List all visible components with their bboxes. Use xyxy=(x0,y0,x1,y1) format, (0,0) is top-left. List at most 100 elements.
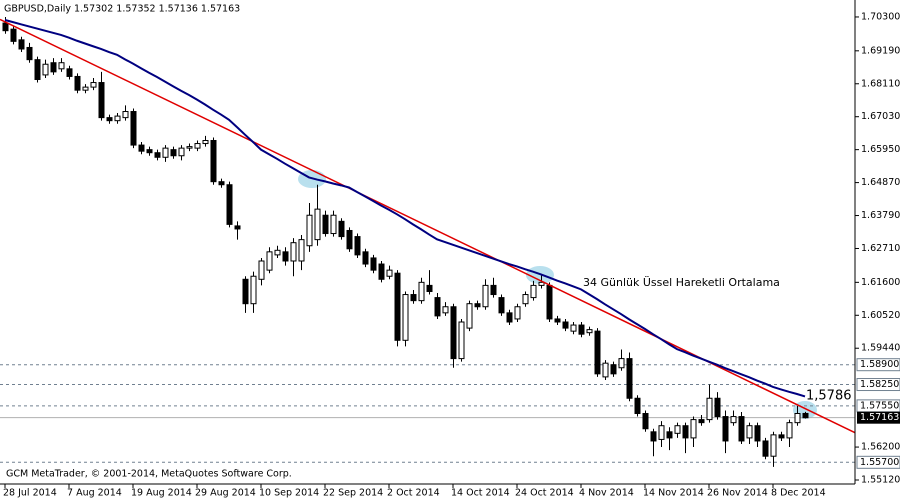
candle-body xyxy=(146,149,153,154)
candle-body xyxy=(698,419,705,424)
candle-body xyxy=(2,22,9,32)
candle-body xyxy=(602,362,609,378)
candle-body xyxy=(186,146,193,149)
candle-body xyxy=(154,152,161,158)
candle-body xyxy=(722,416,729,442)
candle-body xyxy=(250,275,257,305)
candle-body xyxy=(90,82,97,88)
x-tick-label: 24 Oct 2014 xyxy=(515,488,574,499)
candle-body xyxy=(234,225,241,230)
y-tick-label: 1.64870 xyxy=(861,177,900,188)
candle-body xyxy=(746,425,753,439)
candle-body xyxy=(378,263,385,280)
candle-body xyxy=(586,329,593,334)
candle-body xyxy=(458,321,465,360)
y-tick-label: 1.68110 xyxy=(861,78,900,89)
candle-body xyxy=(610,364,617,375)
candle-body xyxy=(210,139,217,183)
candle-body xyxy=(618,358,625,369)
candle-body xyxy=(466,303,473,329)
candle-body xyxy=(266,251,273,271)
candle-body xyxy=(786,422,793,439)
candle-body xyxy=(650,431,657,442)
candle-body xyxy=(26,46,33,61)
candle-body xyxy=(554,318,561,323)
candle-body xyxy=(226,184,233,225)
candle-body xyxy=(490,284,497,296)
candle-body xyxy=(506,312,513,323)
level-label: 1.58900 xyxy=(860,359,899,370)
candle-body xyxy=(762,440,769,457)
candle-body xyxy=(426,284,433,292)
level-box xyxy=(856,455,900,469)
candle-body xyxy=(770,434,777,457)
candle-body xyxy=(778,434,785,439)
x-tick-label: 29 Aug 2014 xyxy=(195,488,256,499)
x-tick-label: 14 Oct 2014 xyxy=(451,488,510,499)
candle-body xyxy=(338,220,345,238)
level-label: 1.58250 xyxy=(860,379,899,390)
candle-body xyxy=(642,413,649,430)
candle-body xyxy=(738,416,745,442)
candle-body xyxy=(98,82,105,119)
candle-body xyxy=(130,111,137,146)
y-tick-label: 1.65950 xyxy=(861,144,900,155)
x-tick-label: 4 Nov 2014 xyxy=(579,488,634,499)
candle-body xyxy=(394,272,401,341)
chart-title: GBPUSD,Daily 1.57302 1.57352 1.57136 1.5… xyxy=(4,4,240,15)
x-tick-label: 14 Nov 2014 xyxy=(643,488,704,499)
candle-body xyxy=(514,306,521,320)
candle-body xyxy=(18,39,25,50)
candle-body xyxy=(418,281,425,302)
candle-body xyxy=(74,75,81,91)
candle-body xyxy=(290,242,297,262)
candle-body xyxy=(370,257,377,271)
candle-body xyxy=(274,249,281,256)
candle-body xyxy=(626,358,633,399)
candle-body xyxy=(474,303,481,308)
level-box xyxy=(856,378,900,392)
candle-body xyxy=(442,306,449,314)
candle-body xyxy=(522,294,529,305)
candle-body xyxy=(658,425,665,440)
candle-body xyxy=(242,278,249,305)
x-tick-label: 10 Sep 2014 xyxy=(259,488,319,499)
candle-body xyxy=(794,413,801,424)
candle-body xyxy=(538,281,545,286)
candle-body xyxy=(562,321,569,329)
annotation: 34 Günlük Üssel Hareketli Ortalama xyxy=(583,276,780,289)
candle-body xyxy=(450,306,457,360)
candle-body xyxy=(530,284,537,299)
candle-body xyxy=(330,214,337,235)
level-box xyxy=(856,358,900,372)
x-tick-label: 8 Dec 2014 xyxy=(771,488,826,499)
candle-body xyxy=(498,297,505,314)
candle-body xyxy=(162,147,169,158)
y-tick-label: 1.59440 xyxy=(861,343,900,354)
candle-body xyxy=(58,62,65,70)
level-label: 1.57550 xyxy=(860,400,899,411)
candle-body xyxy=(178,147,185,157)
candle-body xyxy=(354,236,361,256)
candle-body xyxy=(194,143,201,149)
candle-body xyxy=(346,229,353,250)
candle-body xyxy=(306,214,313,247)
candle-body xyxy=(202,139,209,145)
candle-body xyxy=(50,62,57,73)
candle-body xyxy=(82,86,89,91)
candle-body xyxy=(730,416,737,424)
candle-body xyxy=(410,294,417,302)
candle-body xyxy=(314,208,321,241)
y-tick-label: 1.55120 xyxy=(861,475,900,486)
candle-body xyxy=(402,294,409,341)
x-tick-label: 7 Aug 2014 xyxy=(67,488,122,499)
candle-body xyxy=(322,214,329,235)
candle-body xyxy=(634,397,641,415)
candle-body xyxy=(66,68,73,77)
candle-body xyxy=(434,297,441,317)
candle-body xyxy=(802,412,809,419)
candle-body xyxy=(546,284,553,320)
y-tick-label: 1.70300 xyxy=(861,11,900,22)
